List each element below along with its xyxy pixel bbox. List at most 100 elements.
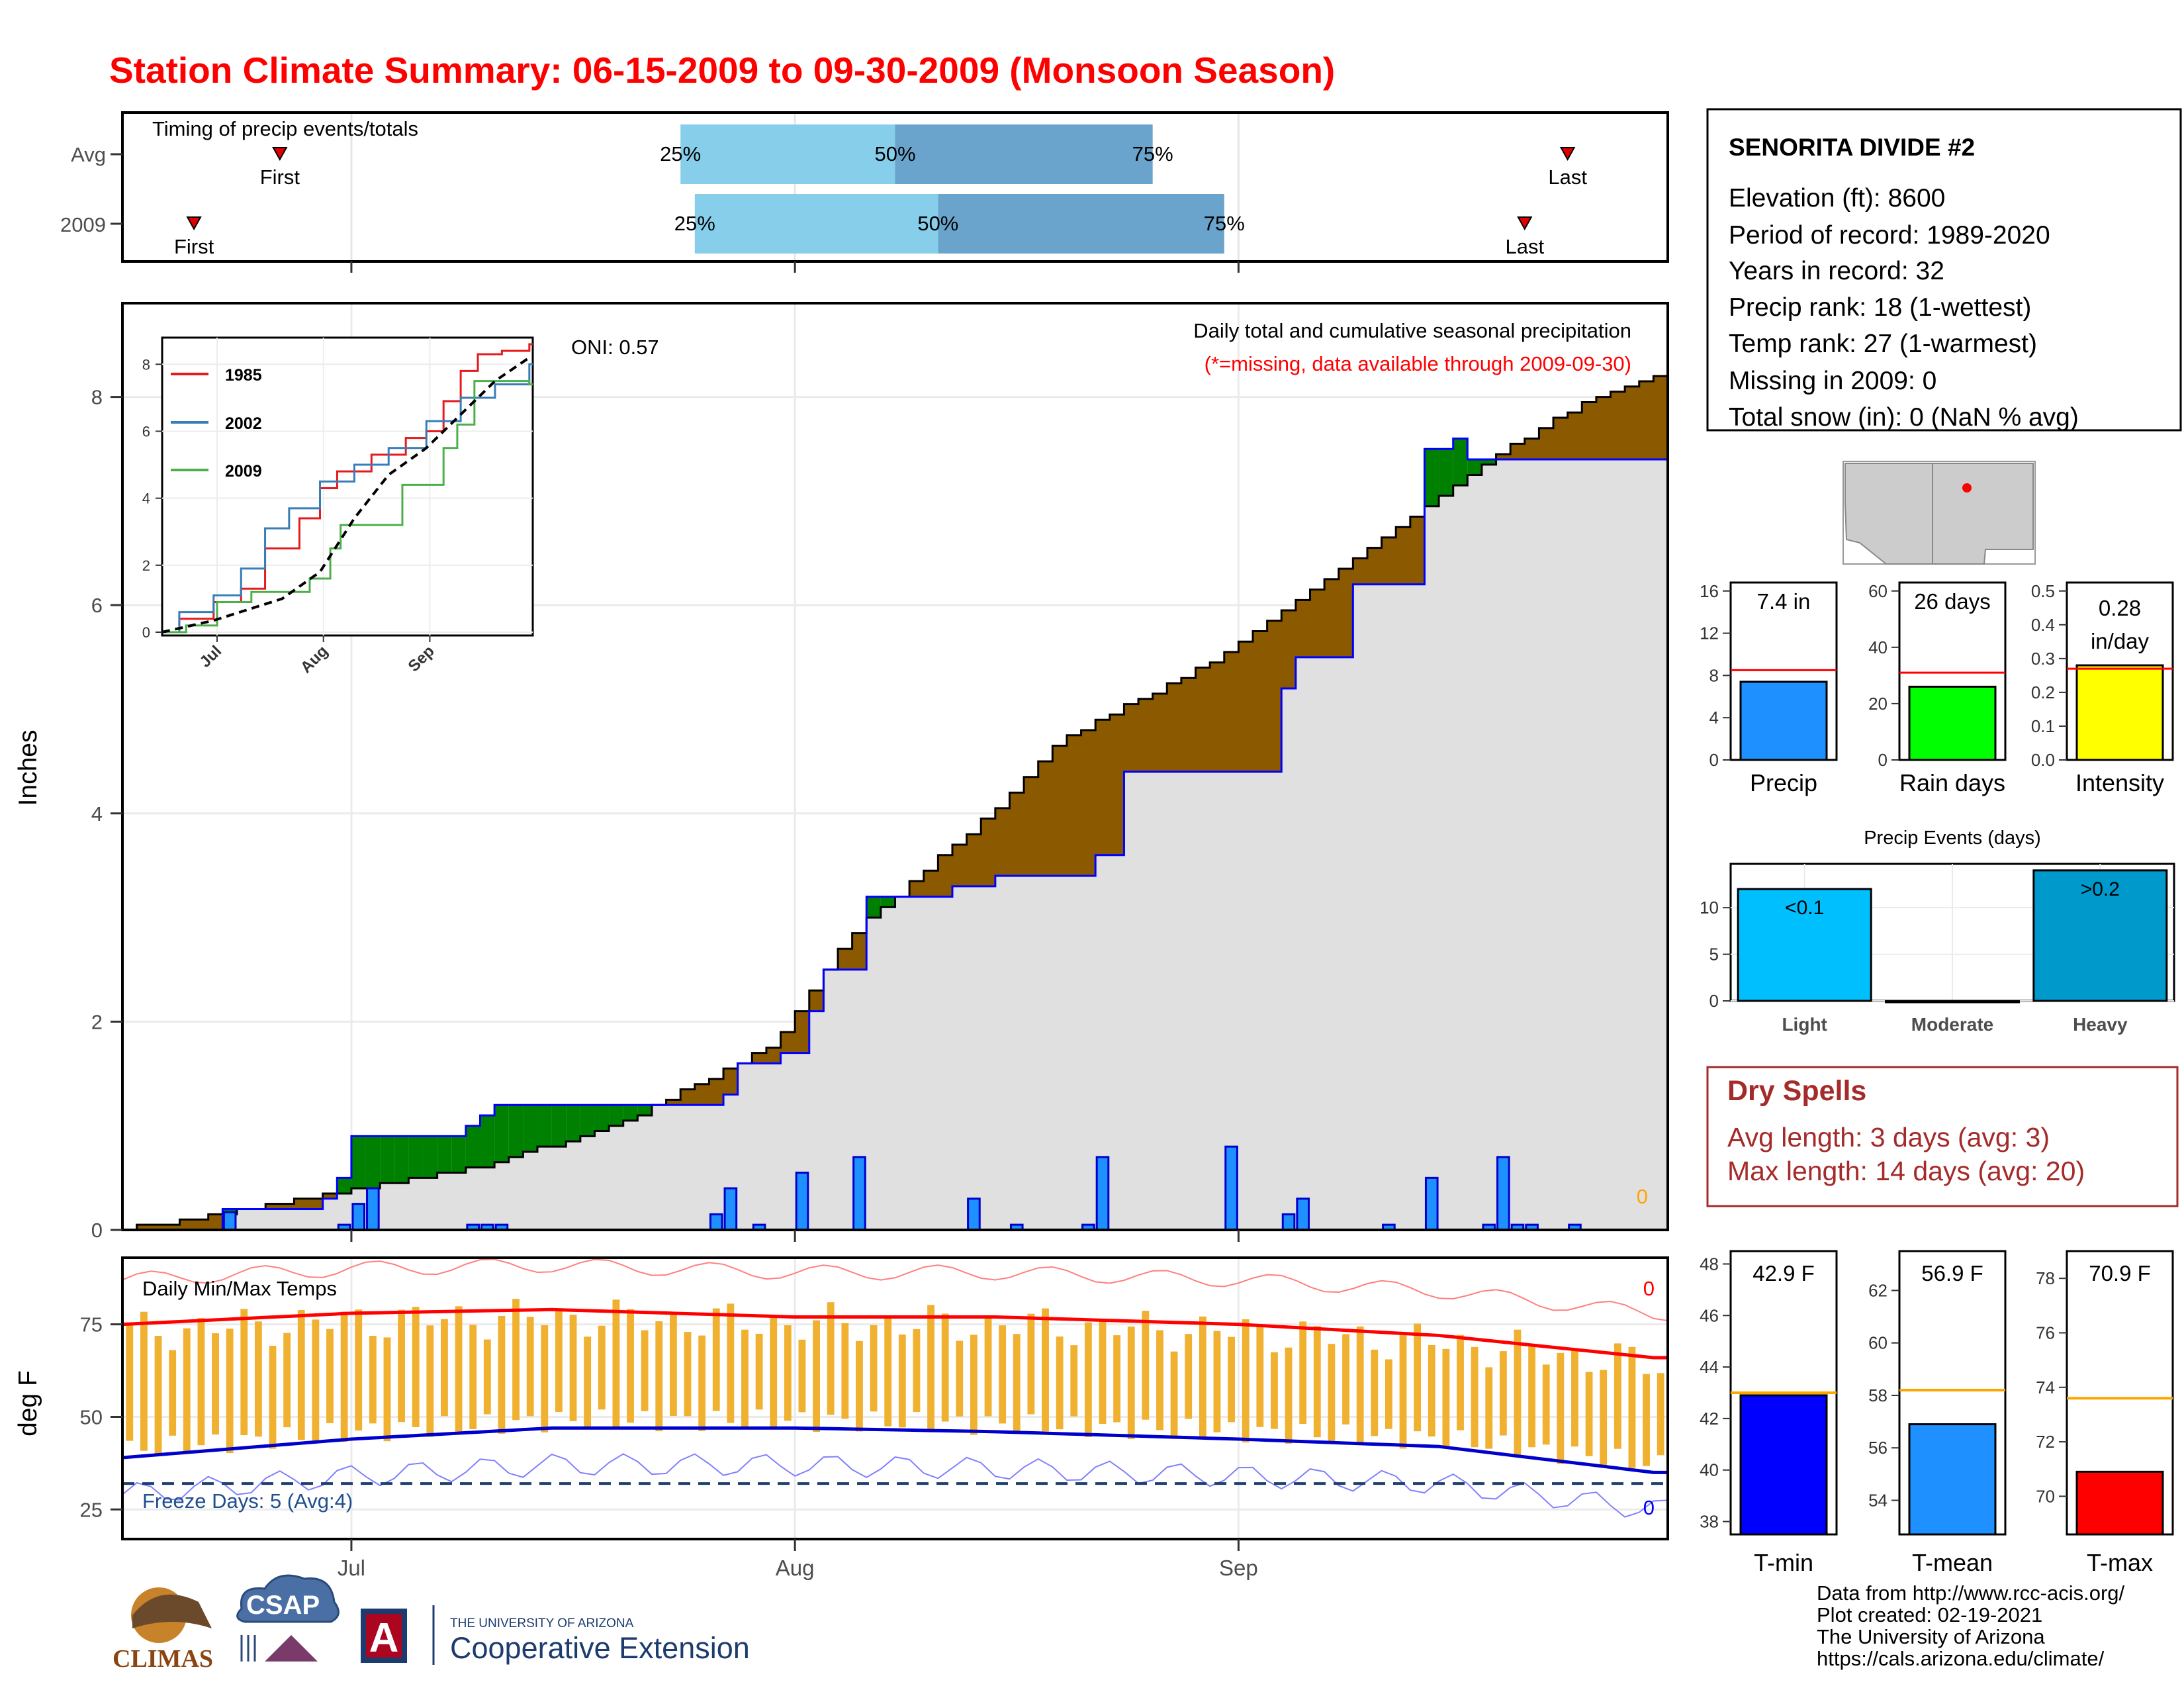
deficit-band (194, 1219, 209, 1230)
cumulative-2009-column (279, 1209, 295, 1230)
timing-row-label-2009: 2009 (60, 213, 106, 236)
daily-temp-bar (941, 1313, 949, 1422)
deficit-band (1625, 386, 1640, 459)
station-line-snow: Total snow (in): 0 (NaN % avg) (1729, 403, 2079, 432)
cumulative-2009-column (680, 1105, 696, 1230)
daily-temp-bar (684, 1332, 692, 1417)
daily-temp-bar (1042, 1308, 1049, 1432)
surplus-band (437, 1136, 452, 1173)
deficit-band (179, 1219, 195, 1230)
deficit-band (1038, 761, 1053, 876)
cumulative-2009-column (1295, 657, 1311, 1230)
deficit-band (1367, 547, 1383, 585)
precip-summary-charts: 0 4 8 12 16 7.4 in Precip 0 20 40 60 26 days Rain da… (1700, 581, 2174, 796)
precip-panel-frame (121, 302, 1669, 1231)
temp-summary-label: T-min (1754, 1549, 1813, 1576)
tmax-missing-count: 0 (1643, 1277, 1655, 1300)
daily-temp-bar (1156, 1330, 1163, 1430)
precip-summary-tick-label: 40 (1868, 637, 1888, 657)
deficit-band (1109, 714, 1125, 855)
daily-temp-bar (1385, 1359, 1392, 1429)
events-category-label: Heavy (2073, 1014, 2128, 1035)
surplus-band (451, 1136, 467, 1173)
avg-min-temp-line (122, 1426, 1668, 1474)
precip-y-label: Inches (14, 730, 42, 806)
daily-temp-bar (1342, 1334, 1349, 1425)
cumulative-2009-column (1439, 449, 1454, 1230)
cumulative-2009-column (1496, 459, 1511, 1230)
daily-temp-bar (426, 1325, 434, 1437)
events-category-label: Light (1782, 1014, 1827, 1035)
daily-temp-bar (1356, 1326, 1364, 1445)
events-bar (1885, 1000, 2020, 1004)
surplus-band (523, 1105, 538, 1152)
deficit-band (1224, 651, 1239, 772)
cumulative-2009-column (1095, 855, 1111, 1230)
daily-precip-bar (709, 1213, 723, 1231)
daily-temp-bar (369, 1336, 377, 1424)
deficit-band (1052, 745, 1068, 876)
daily-temp-bar (1299, 1321, 1307, 1425)
daily-temp-bar (1600, 1370, 1608, 1467)
daily-temp-bar (698, 1335, 706, 1431)
deficit-band (938, 855, 953, 897)
temp-content (122, 1258, 1668, 1518)
inset-y-tick-label: 8 (142, 356, 150, 373)
deficit-band (680, 1089, 696, 1105)
temp-summary-label: T-mean (1912, 1549, 1993, 1576)
daily-temp-bar (269, 1346, 277, 1449)
daily-temp-bar (1657, 1373, 1664, 1456)
cumulative-2009-column (1453, 438, 1468, 1230)
daily-temp-bar (841, 1323, 849, 1419)
timing-label-q50: 50% (917, 212, 958, 235)
csap-logo-text: CSAP (246, 1591, 320, 1620)
daily-temp-bar (1371, 1349, 1379, 1436)
daily-temp-bar (1399, 1333, 1407, 1449)
footer-data-source: Data from http://www.rcc-acis.org/ (1817, 1581, 2125, 1605)
surplus-band (880, 896, 896, 908)
cumulative-2009-column (1066, 876, 1082, 1230)
deficit-band (752, 1053, 767, 1064)
precip-y-axis: 0 2 4 6 8 (91, 386, 1240, 1242)
inset-series-2009 (162, 380, 533, 633)
cumulative-2009-column (1009, 876, 1024, 1230)
cumulative-2009-column (1167, 771, 1182, 1230)
surplus-band (551, 1105, 567, 1147)
timing-label-q50: 50% (874, 142, 915, 165)
avg-max-temp-line (122, 1307, 1668, 1360)
surplus-band (1439, 449, 1454, 496)
dry-spells-max: Max length: 14 days (avg: 20) (1727, 1156, 2085, 1186)
deficit-band (952, 844, 968, 886)
station-line-period: Period of record: 1989-2020 (1729, 221, 2050, 250)
daily-temp-bar (898, 1335, 906, 1428)
daily-temp-bar (1528, 1346, 1536, 1448)
cumulative-2009-column (909, 896, 925, 1230)
daily-temp-bar (498, 1316, 506, 1434)
precip-summary-tick-label: 0.0 (2031, 750, 2055, 770)
precip-summary-value: 0.28 (2099, 596, 2141, 620)
csap-logo: CSAP (236, 1574, 340, 1662)
daily-temp-bar (355, 1309, 363, 1431)
deficit-band (694, 1084, 710, 1105)
temp-summary-tick-label: 58 (1868, 1385, 1888, 1405)
deficit-band (1310, 589, 1325, 657)
events-y-tick-label: 0 (1709, 991, 1719, 1011)
daily-precip-bar (1224, 1145, 1238, 1231)
precip-summary-tick-label: 0.5 (2031, 581, 2055, 601)
daily-precip-bar (723, 1187, 738, 1231)
cumulative-2009-column (1024, 876, 1039, 1230)
timing-rows: 25% 50% 75% First Last 25% 50% 75% First Last (174, 124, 1587, 258)
cumulative-2009-column (1124, 771, 1139, 1230)
station-line-temp-rank: Temp rank: 27 (1-warmest) (1729, 330, 2037, 358)
csap-cloud-icon (236, 1574, 340, 1623)
deficit-band (1324, 579, 1340, 657)
daily-temp-bar (813, 1320, 820, 1432)
daily-temp-bar (1142, 1311, 1150, 1420)
surplus-band (580, 1105, 596, 1137)
precip-missing-note: (*=missing, data available through 2009-… (1205, 352, 1631, 375)
timing-panel-label: Timing of precip events/totals (152, 117, 418, 140)
cumulative-2009-column (1381, 584, 1396, 1230)
precip-y-tick-label: 0 (91, 1219, 103, 1242)
timing-panel: Timing of precip events/totals 25% 50% 75%… (60, 111, 1669, 273)
daily-temp-bar (1242, 1319, 1250, 1443)
